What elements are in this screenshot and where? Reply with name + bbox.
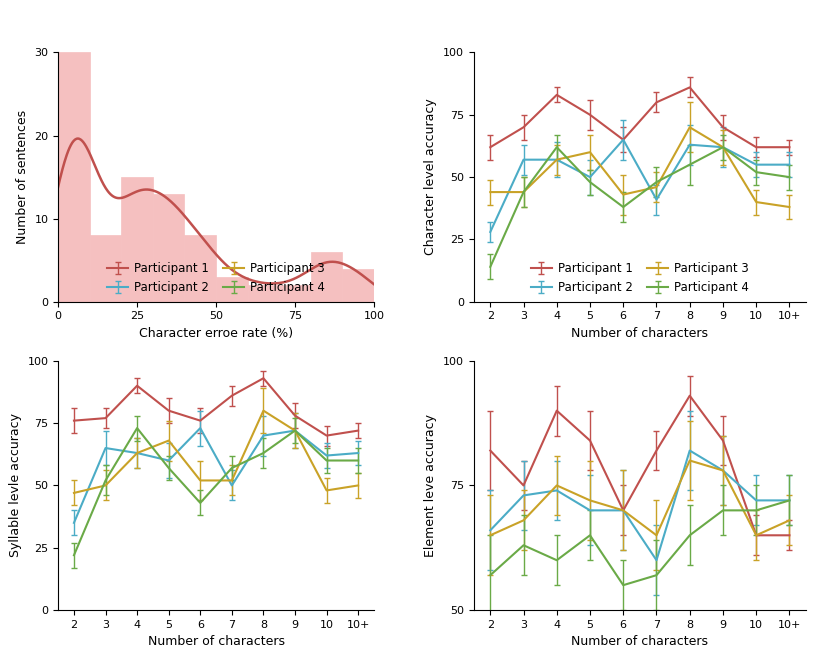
- Y-axis label: Character level accuracy: Character level accuracy: [425, 99, 437, 255]
- Y-axis label: Syllable levle accuracy: Syllable levle accuracy: [9, 413, 22, 558]
- X-axis label: Number of characters: Number of characters: [572, 636, 708, 648]
- Bar: [121, 177, 153, 302]
- Bar: [279, 285, 311, 302]
- Bar: [342, 268, 374, 302]
- Legend: Participant 1, Participant 2, Participant 3, Participant 4: Participant 1, Participant 2, Participan…: [531, 262, 749, 294]
- X-axis label: Number of characters: Number of characters: [572, 327, 708, 340]
- Bar: [153, 194, 184, 302]
- Bar: [90, 236, 121, 302]
- Y-axis label: Number of sentences: Number of sentences: [16, 110, 29, 244]
- Bar: [248, 285, 279, 302]
- X-axis label: Number of characters: Number of characters: [148, 636, 284, 648]
- Bar: [58, 52, 90, 302]
- Bar: [216, 277, 248, 302]
- X-axis label: Character erroe rate (%): Character erroe rate (%): [139, 327, 293, 340]
- Legend: Participant 1, Participant 2, Participant 3, Participant 4: Participant 1, Participant 2, Participan…: [107, 262, 325, 294]
- Bar: [184, 236, 216, 302]
- Bar: [311, 252, 342, 302]
- Y-axis label: Element leve accuracy: Element leve accuracy: [425, 414, 437, 557]
